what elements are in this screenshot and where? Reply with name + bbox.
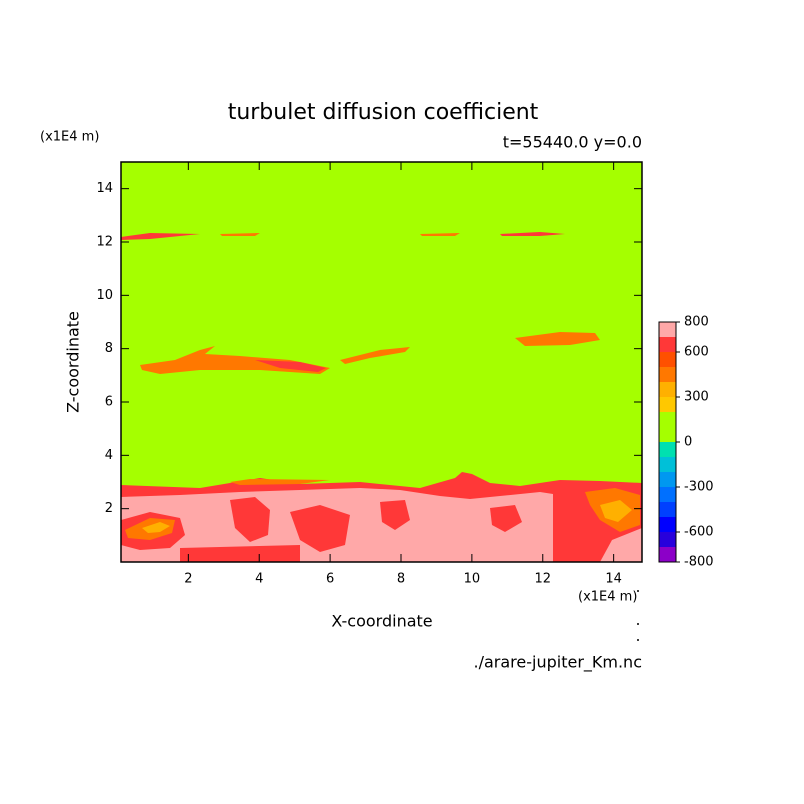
colorbar-band (659, 412, 676, 427)
colorbar-label: 600 (684, 345, 709, 360)
contour-region (121, 233, 200, 240)
contour-region (180, 545, 300, 562)
plot-frame (120, 161, 643, 563)
colorbar-band (659, 352, 676, 367)
colorbar-band (659, 472, 676, 487)
contour-region (255, 360, 326, 372)
y-tick-label: 12 (96, 235, 113, 250)
colorbar-label: 0 (684, 435, 692, 450)
y-axis-label: Z-coordinate (64, 311, 83, 413)
colorbar-band (659, 517, 676, 532)
colorbar-band (659, 547, 676, 562)
x-tick-label: 2 (184, 572, 192, 587)
y-tick-label: 4 (105, 448, 113, 463)
x-tick-label: 8 (397, 572, 405, 587)
contour-region (420, 233, 460, 236)
dot (637, 639, 639, 641)
contour-region (500, 232, 565, 236)
y-tick-label: 2 (105, 501, 113, 516)
colorbar-band (659, 427, 676, 442)
colorbar-band (659, 397, 676, 412)
colorbar-band (659, 442, 676, 457)
contour-region (290, 505, 350, 552)
chart-subtitle: t=55440.0 y=0.0 (503, 133, 642, 152)
y-tick-label: 14 (96, 181, 113, 196)
y-tick-label: 6 (105, 395, 113, 410)
x-tick-label: 6 (326, 572, 334, 587)
colorbar-band (659, 487, 676, 502)
contour-region (600, 500, 632, 522)
dot (637, 623, 639, 625)
source-file: ./arare-jupiter_Km.nc (474, 653, 643, 673)
colorbar-band (659, 382, 676, 397)
colorbar-label: -300 (684, 480, 714, 495)
y-unit: (x1E4 m) (40, 130, 99, 145)
colorbar-band (659, 532, 676, 547)
y-tick-label: 10 (96, 288, 113, 303)
contour-region (515, 332, 600, 346)
contour-field (121, 162, 642, 562)
contour-region (142, 522, 170, 533)
x-axis-label: X-coordinate (331, 612, 432, 631)
x-tick-label: 4 (255, 572, 263, 587)
contour-region (230, 479, 330, 485)
colorbar-label: 300 (684, 390, 709, 405)
x-unit: (x1E4 m) (578, 590, 637, 605)
contour-region (600, 528, 642, 562)
colorbar-label: -800 (684, 555, 714, 570)
contour-region (490, 505, 522, 532)
x-tick-label: 14 (605, 572, 622, 587)
x-tick-label: 10 (464, 572, 481, 587)
colorbar-band (659, 502, 676, 517)
contour-region (340, 347, 410, 364)
contour-region (220, 233, 260, 236)
colorbar-band (659, 367, 676, 382)
chart-title: turbulet diffusion coefficient (228, 100, 539, 125)
colorbar-band (659, 457, 676, 472)
contour-region (230, 497, 270, 542)
dot (637, 590, 639, 592)
x-tick-label: 12 (534, 572, 551, 587)
colorbar-band (659, 322, 676, 337)
colorbar-label: 800 (684, 315, 709, 330)
contour-region (380, 500, 410, 530)
y-tick-label: 8 (105, 341, 113, 356)
colorbar-label: -600 (684, 525, 714, 540)
colorbar-band (659, 337, 676, 352)
